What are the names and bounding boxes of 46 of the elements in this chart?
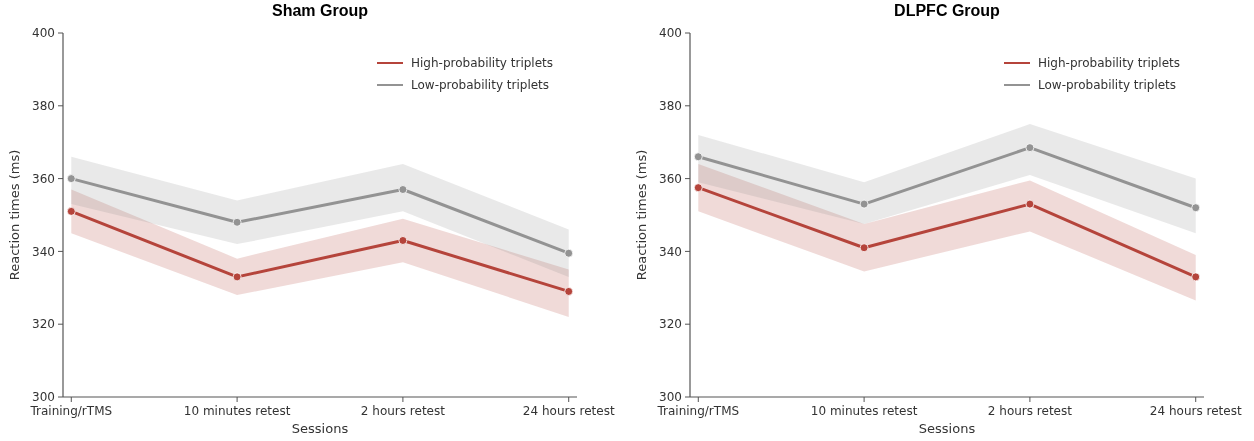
point xyxy=(693,183,703,193)
point xyxy=(232,217,242,227)
y-tick-label: 300 xyxy=(659,390,682,405)
point xyxy=(1191,272,1201,282)
y-axis-title: Reaction times (ms) xyxy=(634,149,649,281)
x-tick-label: 10 minutes retest xyxy=(183,404,291,418)
point xyxy=(1191,203,1201,213)
point xyxy=(398,236,408,245)
y-tick-label: 340 xyxy=(32,244,55,259)
y-axis-title: Reaction times (ms) xyxy=(7,149,22,281)
point xyxy=(859,243,869,253)
y-tick-label: 380 xyxy=(659,99,682,113)
point xyxy=(693,152,703,162)
legend-label: Low-probability triplets xyxy=(1038,78,1177,93)
x-tick-label: Training/rTMS xyxy=(656,404,740,418)
x-tick-label: 2 hours retest xyxy=(360,404,446,418)
y-tick-label: 400 xyxy=(659,26,682,41)
y-tick-label: 400 xyxy=(32,26,55,41)
y-tick-label: 380 xyxy=(32,99,55,113)
chart-title: DLPFC Group xyxy=(894,2,1001,19)
point xyxy=(66,206,76,216)
point xyxy=(1025,143,1035,153)
y-tick-label: 320 xyxy=(32,317,55,332)
point xyxy=(1025,199,1035,209)
y-tick-label: 340 xyxy=(659,244,682,259)
point xyxy=(564,248,574,258)
x-axis-title: Sessions xyxy=(918,421,976,436)
legend-label: Low-probability triplets xyxy=(411,78,550,93)
x-tick-label: 24 hours retest xyxy=(522,404,615,418)
x-tick-label: 24 hours retest xyxy=(1149,404,1242,418)
point xyxy=(232,272,242,282)
y-tick-label: 360 xyxy=(32,171,55,186)
legend-label: High-probability triplets xyxy=(411,56,554,71)
x-tick-label: Training/rTMS xyxy=(29,404,113,418)
point xyxy=(398,185,408,194)
x-tick-label: 10 minutes retest xyxy=(810,404,918,418)
y-tick-label: 320 xyxy=(659,317,682,332)
y-tick-label: 360 xyxy=(659,171,682,186)
legend-label: High-probability triplets xyxy=(1038,56,1181,71)
point xyxy=(66,174,76,183)
chart-title: Sham Group xyxy=(271,2,369,19)
point xyxy=(564,287,574,296)
x-axis-title: Sessions xyxy=(291,421,349,436)
point xyxy=(859,199,869,209)
x-tick-label: 2 hours retest xyxy=(987,404,1073,418)
y-tick-label: 300 xyxy=(32,390,55,405)
